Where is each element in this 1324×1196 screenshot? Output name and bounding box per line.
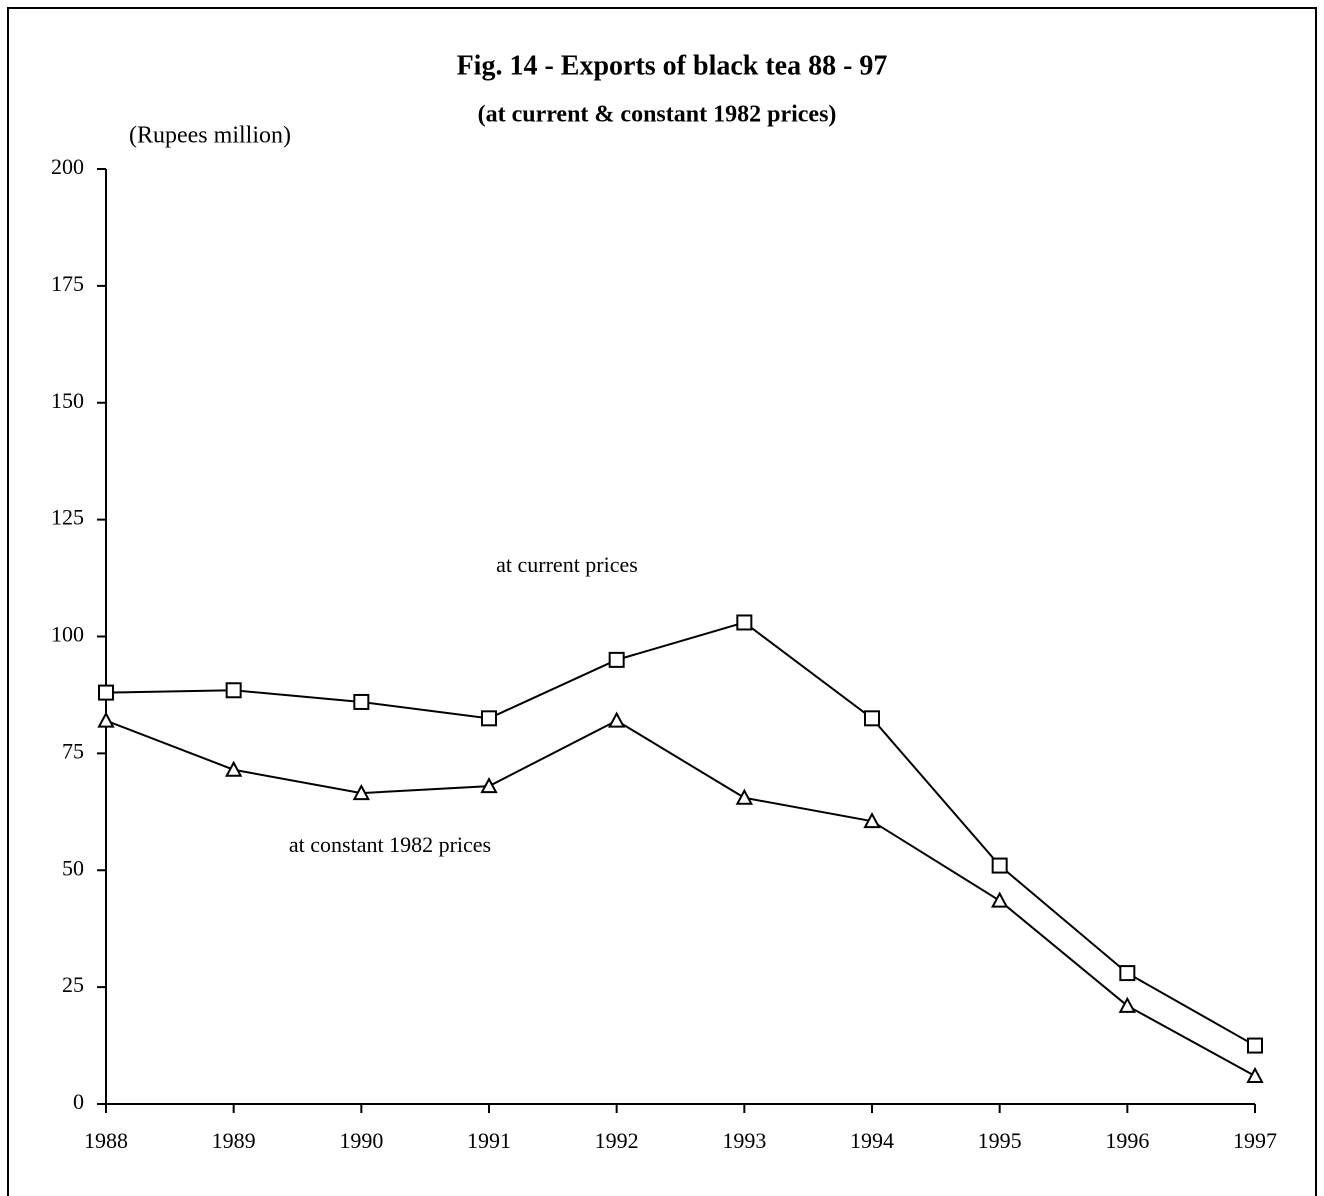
- square-marker: [1119, 965, 1136, 982]
- y-tick-label: 75: [62, 738, 84, 763]
- triangle-marker: [224, 760, 243, 777]
- x-tick-label: 1994: [850, 1128, 894, 1153]
- square-marker: [98, 684, 114, 701]
- triangle-marker: [480, 776, 498, 794]
- square-marker: [864, 710, 880, 727]
- triangle-marker: [1118, 996, 1137, 1013]
- y-tick-label: 175: [51, 271, 84, 296]
- triangle-marker: [607, 711, 626, 728]
- square-marker: [353, 693, 370, 710]
- series-label: at current prices: [496, 552, 638, 577]
- square-marker: [991, 857, 1008, 874]
- chart-subtitle: (at current & constant 1982 prices): [478, 102, 837, 128]
- triangle-marker: [97, 711, 115, 728]
- y-tick-label: 0: [73, 1089, 84, 1114]
- x-tick-label: 1991: [467, 1128, 511, 1153]
- triangle-marker: [352, 784, 371, 801]
- series-label: at constant 1982 prices: [289, 832, 491, 857]
- triangle-marker: [735, 788, 754, 805]
- y-tick-label: 200: [51, 154, 84, 179]
- x-tick-label: 1993: [722, 1128, 766, 1153]
- x-tick-label: 1996: [1105, 1128, 1149, 1153]
- y-tick-label: 50: [62, 855, 84, 880]
- triangle-marker: [863, 812, 881, 829]
- x-tick-label: 1997: [1233, 1128, 1277, 1153]
- square-marker: [481, 710, 497, 727]
- square-marker: [225, 682, 242, 699]
- x-tick-label: 1988: [84, 1128, 128, 1153]
- triangle-marker: [1246, 1066, 1264, 1083]
- y-tick-label: 100: [51, 622, 84, 647]
- y-axis-label: (Rupees million): [129, 123, 291, 149]
- series-line: [105, 621, 1256, 1047]
- y-tick-label: 150: [51, 388, 84, 413]
- chart-title: Fig. 14 - Exports of black tea 88 - 97: [457, 50, 888, 81]
- x-tick-label: 1995: [978, 1128, 1022, 1153]
- x-tick-label: 1989: [212, 1128, 256, 1153]
- x-tick-label: 1990: [339, 1128, 383, 1153]
- y-tick-label: 125: [51, 505, 84, 530]
- frame: [7, 7, 1317, 1196]
- x-tick-label: 1992: [595, 1128, 639, 1153]
- square-marker: [608, 651, 625, 668]
- square-marker: [736, 614, 753, 631]
- triangle-marker: [990, 891, 1009, 908]
- square-marker: [1247, 1037, 1263, 1054]
- series-line: [105, 719, 1256, 1077]
- y-tick-label: 25: [62, 972, 84, 997]
